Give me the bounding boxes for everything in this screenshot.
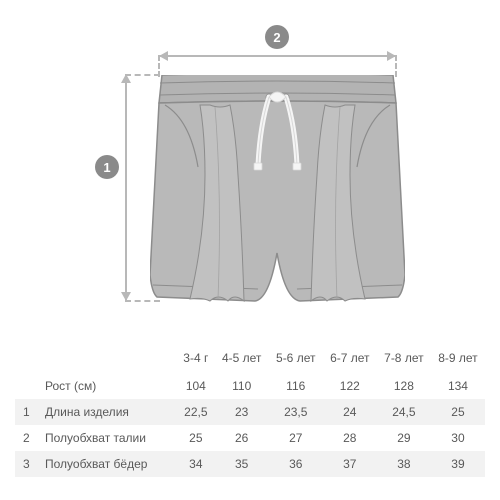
- guide-line: [395, 55, 397, 77]
- size-table: 3-4 г 4-5 лет 5-6 лет 6-7 лет 7-8 лет 8-…: [15, 345, 485, 477]
- row-label: Полуобхват талии: [37, 425, 177, 451]
- measurement-diagram: 1 2 3: [60, 20, 440, 320]
- cell-value: 27: [269, 425, 323, 451]
- row-index: [15, 373, 37, 399]
- table-row: 3Полуобхват бёдер343536373839: [15, 451, 485, 477]
- table-row: Рост (см)104110116122128134: [15, 373, 485, 399]
- cell-value: 29: [377, 425, 431, 451]
- col-header: 4-5 лет: [215, 345, 269, 373]
- cell-value: 24: [323, 399, 377, 425]
- cell-value: 23: [215, 399, 269, 425]
- width-arrow: [160, 55, 395, 57]
- row-index: 2: [15, 425, 37, 451]
- measurement-badge-2: 2: [265, 25, 289, 49]
- col-header: 6-7 лет: [323, 345, 377, 373]
- shorts-illustration: [150, 75, 405, 303]
- cell-value: 36: [269, 451, 323, 477]
- col-header: 8-9 лет: [431, 345, 485, 373]
- cell-value: 25: [431, 399, 485, 425]
- cell-value: 24,5: [377, 399, 431, 425]
- cell-value: 37: [323, 451, 377, 477]
- cell-value: 35: [215, 451, 269, 477]
- cell-value: 39: [431, 451, 485, 477]
- height-arrow: [125, 75, 127, 300]
- cell-value: 104: [177, 373, 215, 399]
- row-label: Полуобхват бёдер: [37, 451, 177, 477]
- col-header: 7-8 лет: [377, 345, 431, 373]
- row-index: 1: [15, 399, 37, 425]
- table-row: 1Длина изделия22,52323,52424,525: [15, 399, 485, 425]
- header-blank: [15, 345, 37, 373]
- table-row: 2Полуобхват талии252627282930: [15, 425, 485, 451]
- cell-value: 134: [431, 373, 485, 399]
- row-label: Длина изделия: [37, 399, 177, 425]
- cell-value: 23,5: [269, 399, 323, 425]
- row-index: 3: [15, 451, 37, 477]
- row-label: Рост (см): [37, 373, 177, 399]
- cell-value: 22,5: [177, 399, 215, 425]
- col-header: 5-6 лет: [269, 345, 323, 373]
- size-table-header-row: 3-4 г 4-5 лет 5-6 лет 6-7 лет 7-8 лет 8-…: [15, 345, 485, 373]
- measurement-badge-1: 1: [95, 155, 119, 179]
- cell-value: 28: [323, 425, 377, 451]
- col-header: 3-4 г: [177, 345, 215, 373]
- header-blank: [37, 345, 177, 373]
- cell-value: 26: [215, 425, 269, 451]
- cell-value: 122: [323, 373, 377, 399]
- cell-value: 110: [215, 373, 269, 399]
- cell-value: 25: [177, 425, 215, 451]
- cell-value: 30: [431, 425, 485, 451]
- cell-value: 34: [177, 451, 215, 477]
- badge-label: 2: [273, 30, 280, 45]
- cell-value: 128: [377, 373, 431, 399]
- cell-value: 116: [269, 373, 323, 399]
- badge-label: 1: [103, 160, 110, 175]
- cell-value: 38: [377, 451, 431, 477]
